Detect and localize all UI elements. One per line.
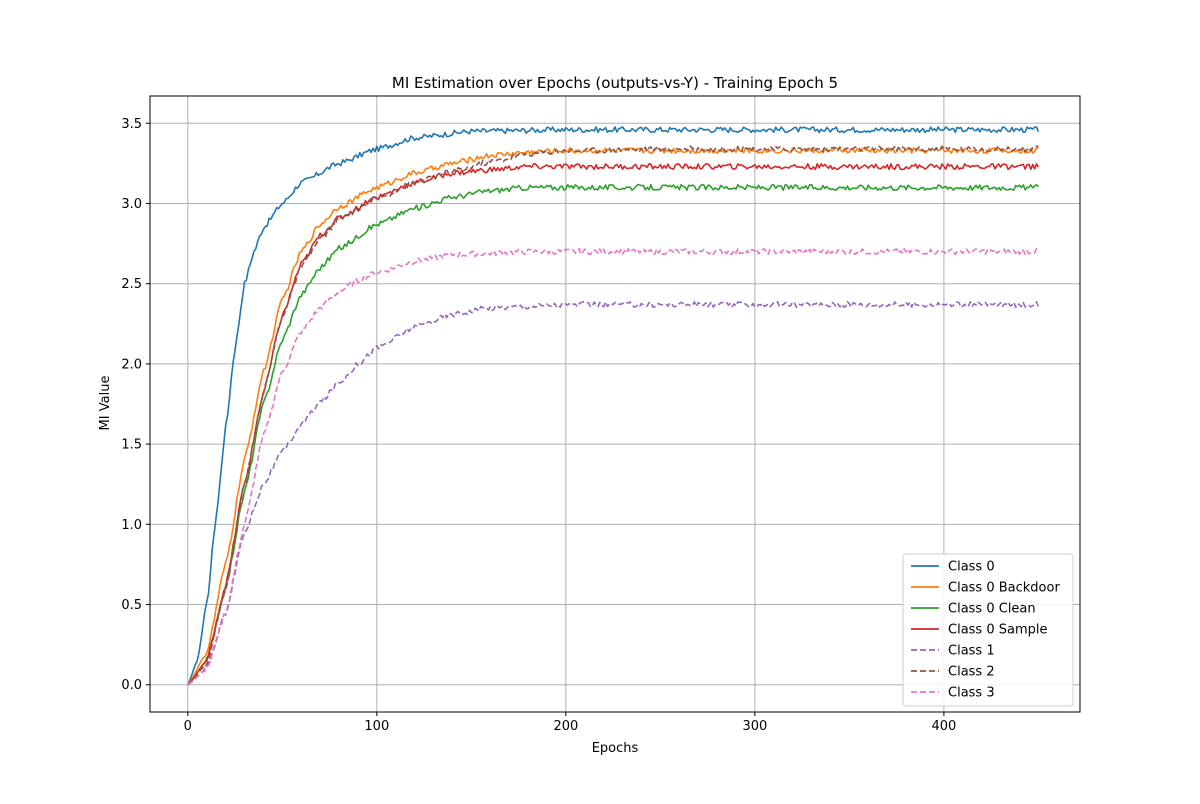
x-tick-label: 100 xyxy=(364,719,389,734)
y-tick-label: 3.0 xyxy=(121,197,142,212)
series-layer xyxy=(187,126,1040,686)
legend-label-6: Class 3 xyxy=(948,686,995,701)
x-tick-label: 300 xyxy=(742,719,767,734)
y-tick-label: 2.0 xyxy=(121,357,142,372)
series-line-5 xyxy=(187,145,1039,686)
axes-frame xyxy=(149,95,1081,713)
series-line-0 xyxy=(187,126,1040,686)
chart-title: MI Estimation over Epochs (outputs-vs-Y)… xyxy=(392,74,838,92)
grid-layer xyxy=(150,96,1080,712)
legend-label-0: Class 0 xyxy=(948,560,995,575)
y-tick-label: 0.5 xyxy=(121,598,142,613)
y-tick-label: 3.5 xyxy=(121,117,142,132)
legend-label-1: Class 0 Backdoor xyxy=(948,581,1060,596)
y-tick-label: 0.0 xyxy=(121,678,142,693)
legend-label-2: Class 0 Clean xyxy=(948,602,1036,617)
legend: Class 0 Class 0 Backdoor Class 0 Clean Clas… xyxy=(902,553,1074,707)
x-axis-label: Epochs xyxy=(592,741,639,756)
y-tick-label: 2.5 xyxy=(121,277,142,292)
legend-label-5: Class 2 xyxy=(948,665,995,680)
series-line-2 xyxy=(187,183,1039,686)
series-line-4 xyxy=(187,300,1040,686)
y-tick-label: 1.0 xyxy=(121,518,142,533)
x-tick-label: 200 xyxy=(553,719,578,734)
x-tick-label: 0 xyxy=(184,719,192,734)
y-tick-label: 1.5 xyxy=(121,438,142,453)
legend-label-4: Class 1 xyxy=(948,644,995,659)
legend-box xyxy=(902,553,1074,707)
tick-layer: 0 100 200 300 400 0.0 0.5 1.0 1.5 2.0 2.5 3.0 3.5 xyxy=(121,117,956,734)
series-line-3 xyxy=(187,163,1040,686)
series-line-6 xyxy=(187,248,1039,686)
legend-label-3: Class 0 Sample xyxy=(948,623,1047,638)
y-axis-label: MI Value xyxy=(98,376,113,431)
x-tick-label: 400 xyxy=(931,719,956,734)
